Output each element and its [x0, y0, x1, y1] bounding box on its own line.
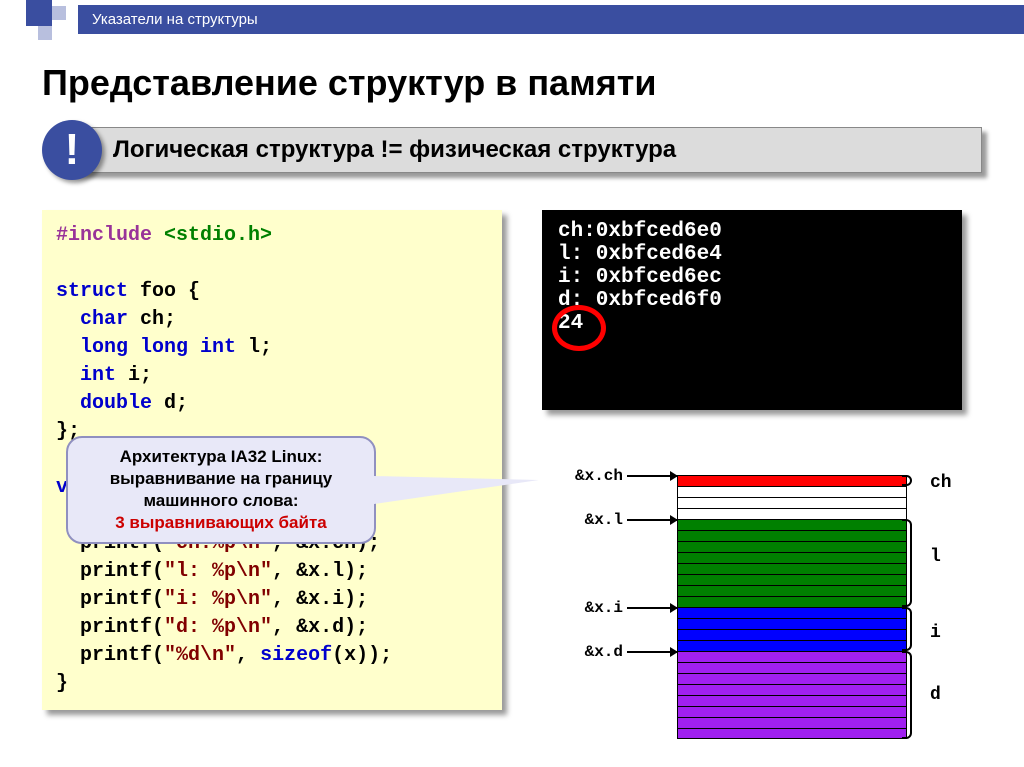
callout-line: Архитектура IA32 Linux:	[78, 446, 364, 468]
arrow-icon	[627, 607, 677, 609]
code-text: char	[80, 308, 128, 331]
brace-icon	[902, 475, 912, 486]
memory-byte	[678, 497, 906, 508]
code-text: double	[80, 392, 152, 415]
pointer-label: &x.ch	[575, 467, 627, 485]
terminal-line: l: 0xbfced6e4	[558, 243, 722, 266]
pointer-label: &x.i	[585, 599, 627, 617]
code-text: "l: %p\n"	[164, 560, 272, 583]
code-text: , &x.i);	[272, 588, 368, 611]
code-text: printf(	[56, 560, 164, 583]
code-text: long long int	[80, 336, 236, 359]
code-text: , &x.l);	[272, 560, 368, 583]
callout: Архитектура IA32 Linux: выравнивание на …	[66, 436, 376, 544]
memory-byte	[678, 651, 906, 662]
memory-byte	[678, 508, 906, 519]
code-text: , &x.d);	[272, 616, 368, 639]
memory-byte	[678, 717, 906, 728]
code-text: foo {	[128, 280, 200, 303]
memory-byte	[678, 585, 906, 596]
memory-byte	[678, 629, 906, 640]
breadcrumb: Указатели на структуры	[78, 5, 1024, 34]
member-label: d	[930, 685, 941, 705]
alert-banner: ! Логическая структура != физическая стр…	[42, 120, 982, 180]
memory-byte	[678, 728, 906, 739]
terminal-line: ch:0xbfced6e0	[558, 220, 722, 243]
arrow-icon	[627, 475, 677, 477]
memory-byte	[678, 618, 906, 629]
slide-header: Указатели на структуры 17	[0, 0, 1024, 38]
callout-line: выравнивание на границу	[78, 468, 364, 490]
code-text: "%d\n"	[164, 644, 236, 667]
memory-byte	[678, 519, 906, 530]
page-number: 17	[984, 4, 1008, 30]
terminal-line: i: 0xbfced6ec	[558, 266, 722, 289]
memory-byte	[678, 684, 906, 695]
code-text: printf(	[56, 644, 164, 667]
memory-byte	[678, 673, 906, 684]
code-text: "i: %p\n"	[164, 588, 272, 611]
pointer-label: &x.l	[585, 511, 627, 529]
pointer-row: &x.i	[585, 602, 677, 614]
circle-annotation-icon	[552, 305, 606, 351]
memory-byte	[678, 541, 906, 552]
memory-byte	[678, 640, 906, 651]
memory-byte	[678, 563, 906, 574]
code-text: ,	[236, 644, 260, 667]
code-text: i;	[116, 364, 152, 387]
code-text: d;	[152, 392, 188, 415]
code-text: #include	[56, 224, 152, 247]
callout-line: 3 выравнивающих байта	[78, 512, 364, 534]
code-text: "d: %p\n"	[164, 616, 272, 639]
memory-byte	[678, 530, 906, 541]
arrow-icon	[627, 651, 677, 653]
memory-byte	[678, 596, 906, 607]
code-text: (x));	[332, 644, 392, 667]
page-title: Представление структур в памяти	[42, 62, 1024, 104]
memory-diagram: &x.ch&x.l&x.i&x.d chlid	[542, 475, 962, 739]
alert-text: Логическая структура != физическая струк…	[72, 127, 982, 173]
code-text: l;	[236, 336, 272, 359]
header-logo	[0, 0, 70, 38]
arrow-icon	[627, 519, 677, 521]
memory-byte	[678, 706, 906, 717]
pointer-row: &x.d	[585, 646, 677, 658]
code-text: struct	[56, 280, 128, 303]
code-text: sizeof	[260, 644, 332, 667]
code-text: int	[80, 364, 116, 387]
pointer-row: &x.l	[585, 514, 677, 526]
member-label: ch	[930, 473, 952, 493]
exclamation-icon: !	[42, 120, 102, 180]
member-label: i	[930, 623, 941, 643]
code-text: }	[56, 672, 68, 695]
pointer-row: &x.ch	[575, 470, 677, 482]
pointer-label: &x.d	[585, 643, 627, 661]
code-text: ch;	[128, 308, 176, 331]
memory-byte	[678, 574, 906, 585]
memory-byte	[678, 486, 906, 497]
code-text: <stdio.h>	[152, 224, 272, 247]
callout-line: машинного слова:	[78, 490, 364, 512]
memory-byte	[678, 695, 906, 706]
memory-byte	[678, 607, 906, 618]
terminal-output: ch:0xbfced6e0 l: 0xbfced6e4 i: 0xbfced6e…	[542, 210, 962, 410]
brace-icon	[902, 519, 912, 607]
code-text: printf(	[56, 588, 164, 611]
memory-byte	[678, 662, 906, 673]
brace-icon	[902, 651, 912, 739]
code-text: printf(	[56, 616, 164, 639]
memory-byte	[678, 475, 906, 486]
memory-byte	[678, 552, 906, 563]
member-label: l	[930, 547, 941, 567]
brace-icon	[902, 607, 912, 651]
